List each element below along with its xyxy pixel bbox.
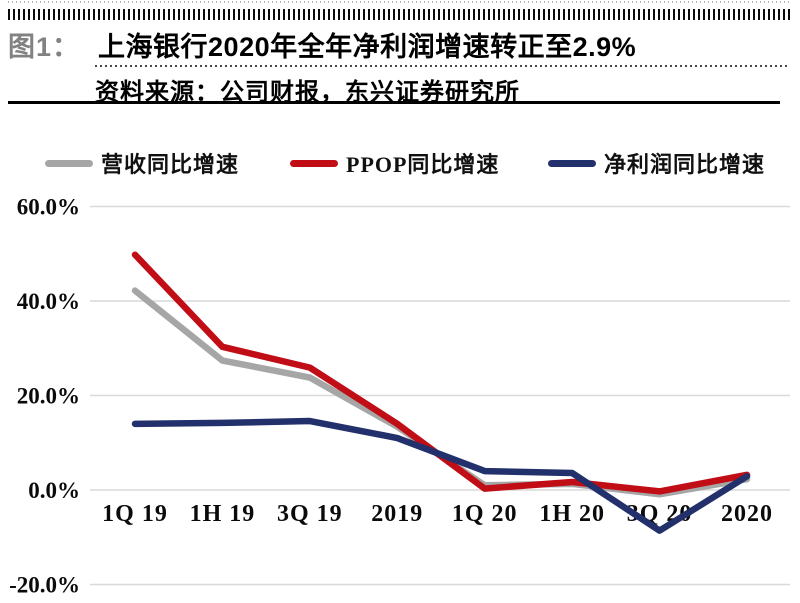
- barcode-divider: [8, 9, 792, 20]
- x-axis-tick-label: 1H 19: [190, 501, 256, 527]
- y-axis-tick-label: 40.0%: [17, 289, 80, 314]
- figure-title: 上海银行2020年全年净利润增速转正至2.9%: [98, 32, 637, 62]
- legend-item-revenue: 营收同比增速: [45, 148, 239, 178]
- legend-label-ppop: PPOP同比增速: [346, 152, 500, 177]
- x-axis-tick-label: 2019: [371, 501, 423, 527]
- x-axis-tick-label: 3Q 19: [277, 501, 343, 527]
- legend-item-netprofit: 净利润同比增速: [548, 148, 765, 178]
- y-axis-tick-label: 20.0%: [17, 384, 80, 409]
- revenue-line-swatch-icon: [45, 159, 93, 167]
- x-axis-tick-label: 1Q 19: [102, 501, 168, 527]
- legend-label-netprofit: 净利润同比增速: [604, 152, 766, 177]
- chart-legend: 营收同比增速 PPOP同比增速 净利润同比增速: [0, 148, 800, 178]
- x-axis-tick-label: 1Q 20: [452, 501, 518, 527]
- legend-label-revenue: 营收同比增速: [101, 152, 240, 177]
- x-axis-tick-label: 2020: [721, 501, 773, 527]
- y-axis-tick-label: -20.0%: [9, 573, 80, 598]
- y-axis-tick-label: 0.0%: [28, 478, 80, 503]
- series-line: [131, 287, 751, 498]
- page-top-dotted-border: [8, 1, 792, 3]
- header-rule: [8, 101, 780, 104]
- y-axis-tick-label: 60.0%: [17, 195, 80, 220]
- figure-label: 图1：: [8, 32, 81, 62]
- figure-header: 图1： 上海银行2020年全年净利润增速转正至2.9%: [8, 25, 792, 64]
- title-dotted-separator: [95, 65, 790, 67]
- x-axis-tick-label: 1H 20: [539, 501, 605, 527]
- legend-item-ppop: PPOP同比增速: [290, 148, 499, 178]
- netprofit-line-swatch-icon: [548, 159, 596, 167]
- ppop-line-swatch-icon: [290, 159, 338, 167]
- series-line: [131, 417, 751, 534]
